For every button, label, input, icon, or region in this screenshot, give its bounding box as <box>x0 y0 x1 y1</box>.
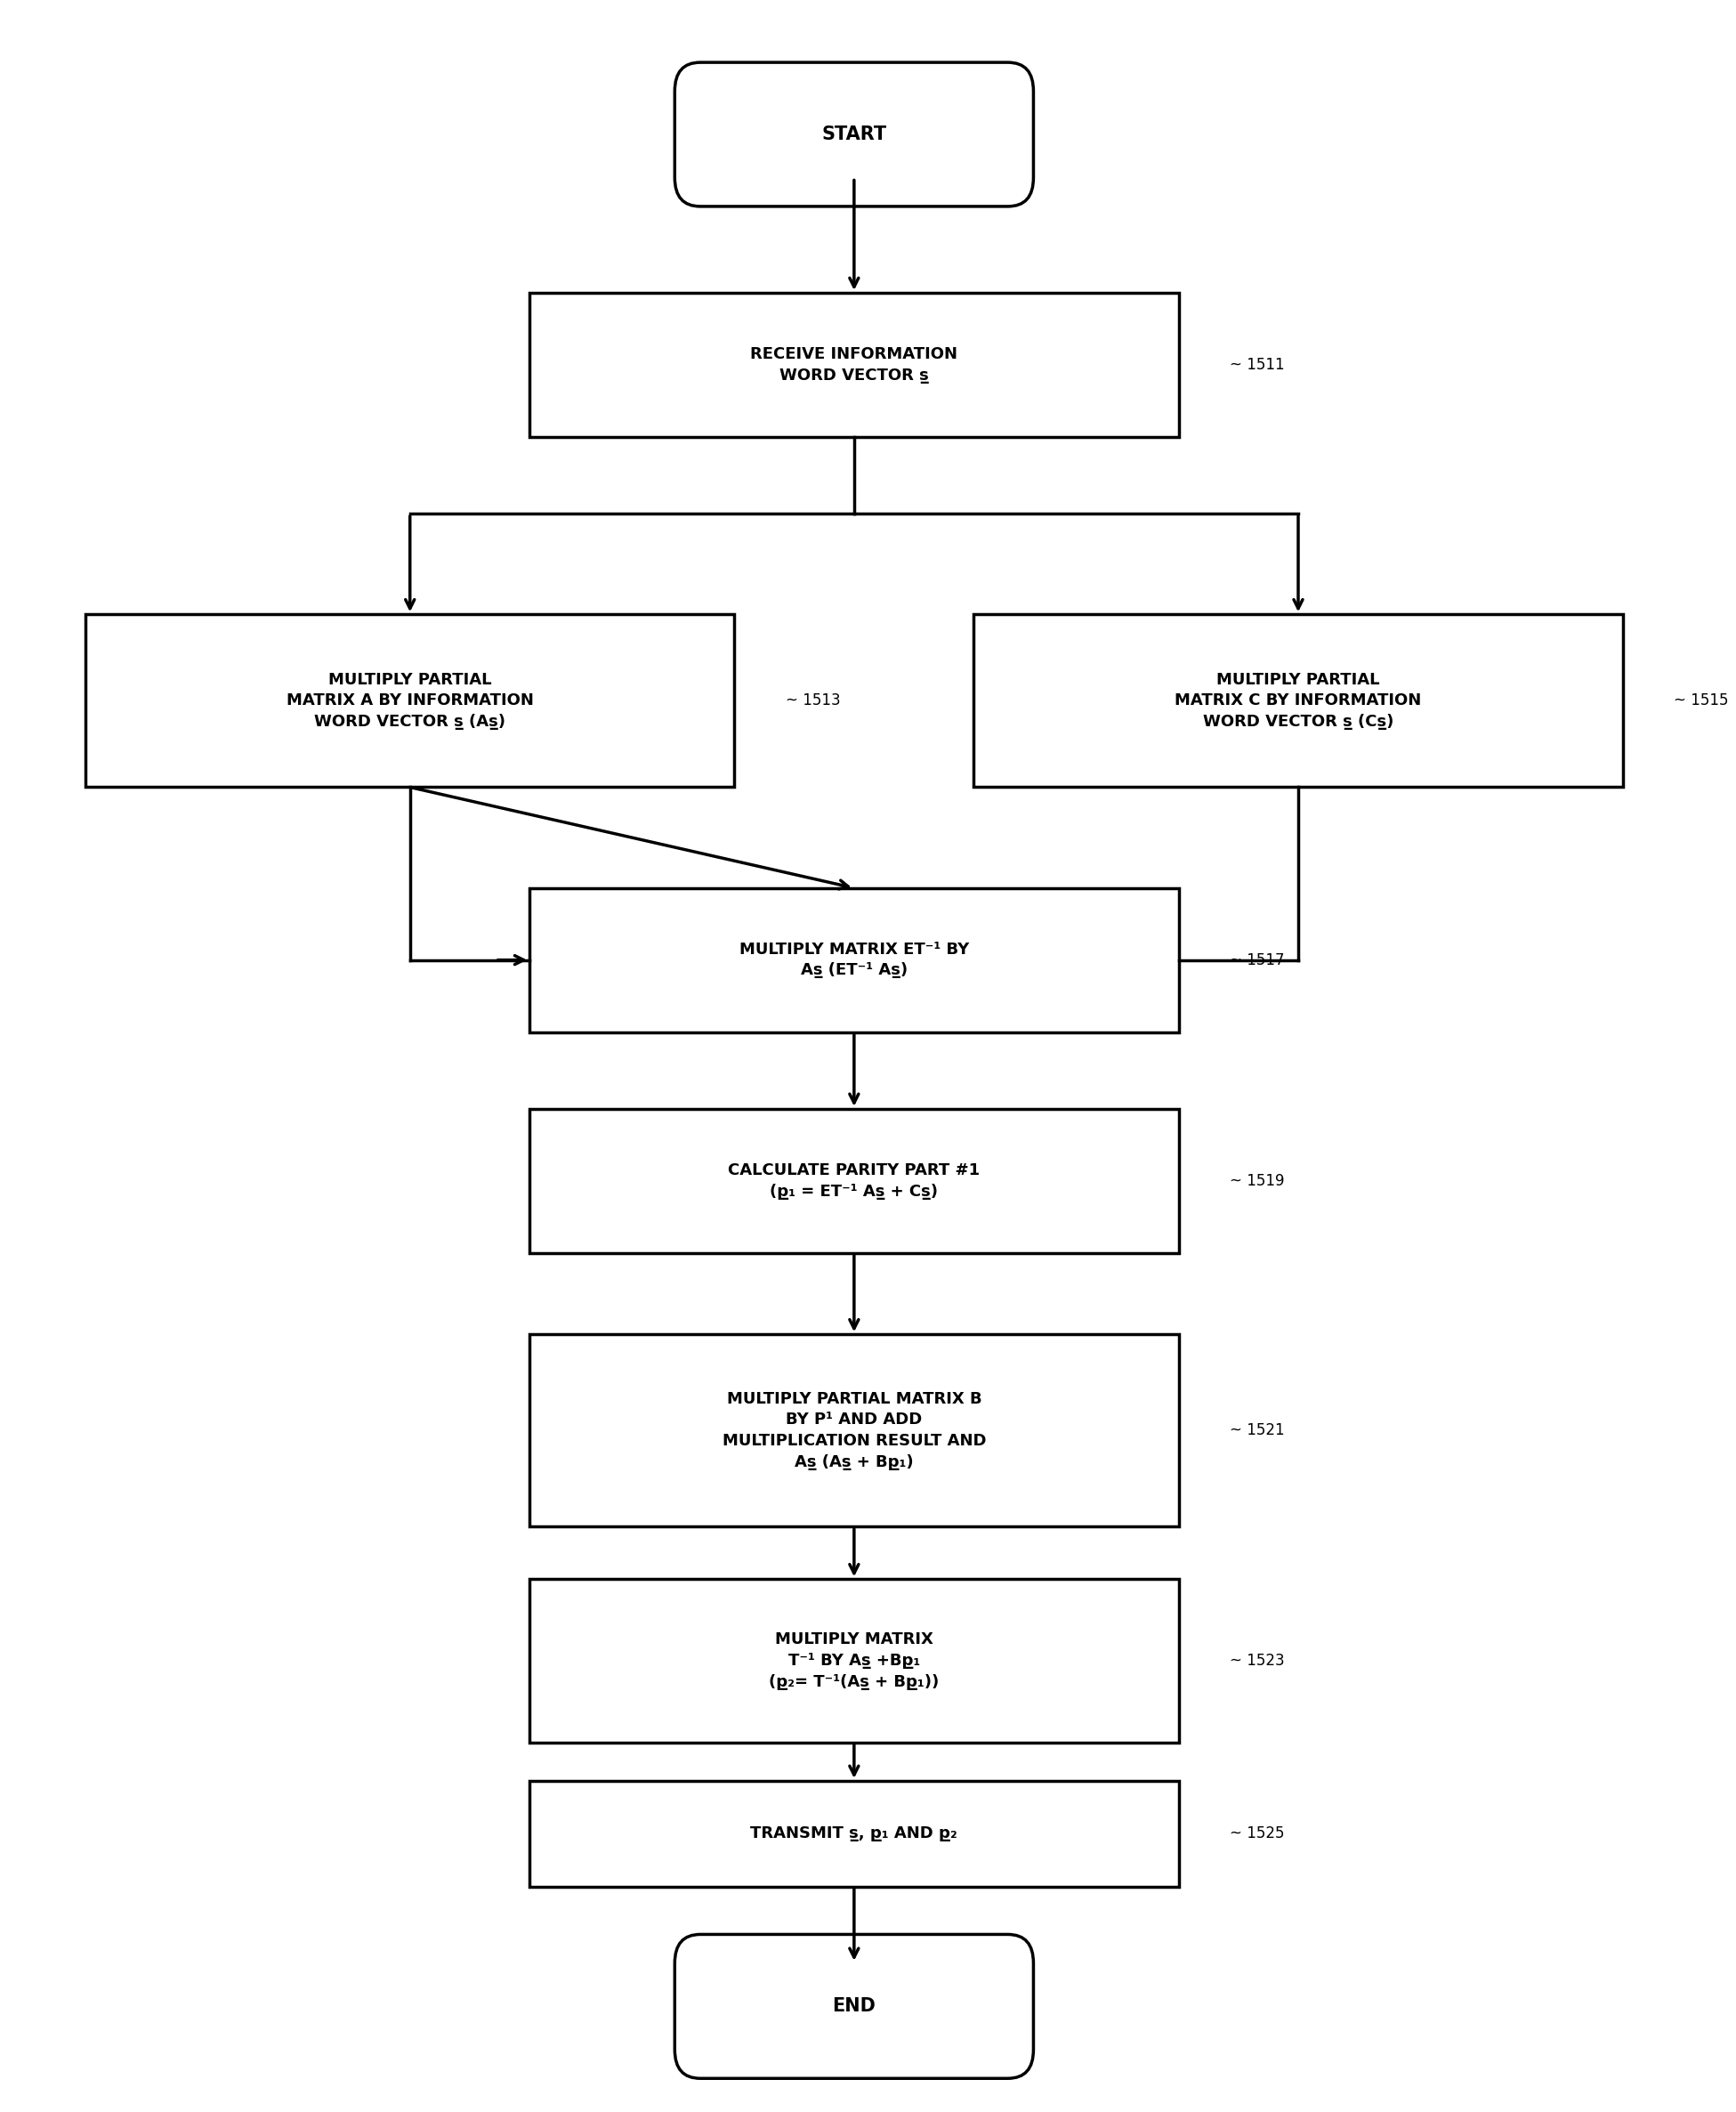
FancyBboxPatch shape <box>974 615 1623 788</box>
Text: ~ 1513: ~ 1513 <box>786 693 840 710</box>
Text: ~ 1517: ~ 1517 <box>1229 953 1285 967</box>
Text: MULTIPLY PARTIAL
MATRIX C BY INFORMATION
WORD VECTOR s̲ (Cs̲): MULTIPLY PARTIAL MATRIX C BY INFORMATION… <box>1175 672 1422 731</box>
Text: ~ 1523: ~ 1523 <box>1229 1654 1285 1668</box>
Text: ~ 1521: ~ 1521 <box>1229 1421 1285 1438</box>
FancyBboxPatch shape <box>529 1780 1179 1886</box>
Text: START: START <box>821 125 887 144</box>
FancyBboxPatch shape <box>675 63 1033 207</box>
FancyBboxPatch shape <box>529 1109 1179 1252</box>
Text: ~ 1515: ~ 1515 <box>1674 693 1729 710</box>
Text: RECEIVE INFORMATION
WORD VECTOR s̲: RECEIVE INFORMATION WORD VECTOR s̲ <box>750 346 958 382</box>
Text: ~ 1511: ~ 1511 <box>1229 357 1285 374</box>
FancyBboxPatch shape <box>529 887 1179 1033</box>
Text: ~ 1519: ~ 1519 <box>1229 1172 1285 1189</box>
Text: MULTIPLY MATRIX
T⁻¹ BY As̲ +Bp̲₁
(p̲₂= T⁻¹(As̲ + Bp̲₁)): MULTIPLY MATRIX T⁻¹ BY As̲ +Bp̲₁ (p̲₂= T… <box>769 1633 939 1690</box>
Text: CALCULATE PARITY PART #1
(p̲₁ = ET⁻¹ As̲ + Cs̲): CALCULATE PARITY PART #1 (p̲₁ = ET⁻¹ As̲… <box>727 1162 981 1200</box>
Text: MULTIPLY PARTIAL
MATRIX A BY INFORMATION
WORD VECTOR s̲ (As̲): MULTIPLY PARTIAL MATRIX A BY INFORMATION… <box>286 672 533 731</box>
Text: ~ 1525: ~ 1525 <box>1229 1825 1285 1842</box>
FancyBboxPatch shape <box>529 294 1179 437</box>
Text: TRANSMIT s̲, p̲₁ AND p̲₂: TRANSMIT s̲, p̲₁ AND p̲₂ <box>750 1825 958 1842</box>
Text: MULTIPLY PARTIAL MATRIX B
BY P¹ AND ADD
MULTIPLICATION RESULT AND
As̲ (As̲ + Bp̲: MULTIPLY PARTIAL MATRIX B BY P¹ AND ADD … <box>722 1392 986 1470</box>
FancyBboxPatch shape <box>529 1580 1179 1742</box>
Text: END: END <box>832 1998 877 2015</box>
FancyBboxPatch shape <box>675 1935 1033 2078</box>
FancyBboxPatch shape <box>529 1335 1179 1527</box>
Text: MULTIPLY MATRIX ET⁻¹ BY
As̲ (ET⁻¹ As̲): MULTIPLY MATRIX ET⁻¹ BY As̲ (ET⁻¹ As̲) <box>740 942 969 978</box>
FancyBboxPatch shape <box>85 615 734 788</box>
